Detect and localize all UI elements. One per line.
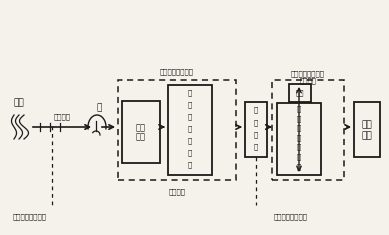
- Bar: [272, 80, 344, 180]
- Text: コ: コ: [297, 106, 301, 112]
- Text: 字: 字: [297, 144, 301, 150]
- Bar: [277, 103, 321, 175]
- Text: 音声: 音声: [136, 124, 146, 133]
- Text: 変: 変: [297, 153, 301, 160]
- Text: ド: ド: [188, 138, 192, 144]
- Text: 記憶: 記憶: [296, 90, 304, 96]
- Bar: [168, 85, 212, 175]
- Text: 速記者の脳内作業: 速記者の脳内作業: [160, 68, 194, 75]
- Text: 認識: 認識: [136, 133, 146, 141]
- Text: ド: ド: [297, 125, 301, 131]
- Text: 速記タイプライタ: 速記タイプライタ: [291, 70, 325, 77]
- Text: 換: 換: [188, 162, 192, 168]
- Text: 音声情報: 音声情報: [54, 114, 70, 120]
- Text: 業: 業: [188, 102, 192, 108]
- Text: 音: 音: [188, 90, 192, 96]
- Text: キ: キ: [254, 107, 258, 113]
- Text: 情報伝達速度　低: 情報伝達速度 低: [274, 214, 308, 220]
- Text: 情報伝達速度　高: 情報伝達速度 高: [13, 214, 47, 220]
- Text: 換: 換: [297, 163, 301, 169]
- Text: 情報圧縮: 情報圧縮: [168, 188, 186, 195]
- Text: 耳: 耳: [96, 103, 102, 112]
- Text: 変: 変: [188, 150, 192, 156]
- Text: ー: ー: [188, 126, 192, 132]
- Text: ー: ー: [297, 115, 301, 122]
- Text: 文字: 文字: [362, 120, 372, 129]
- Text: 話者: 話者: [14, 98, 25, 107]
- Bar: [118, 80, 236, 180]
- Bar: [122, 101, 160, 163]
- Text: 力: 力: [254, 144, 258, 150]
- Bar: [289, 84, 311, 102]
- Text: 入: 入: [254, 131, 258, 138]
- Text: 出力: 出力: [362, 131, 372, 140]
- Bar: [245, 102, 267, 157]
- Text: 文: 文: [297, 134, 301, 141]
- Text: ー: ー: [254, 119, 258, 125]
- Text: コ: コ: [188, 114, 192, 120]
- Text: システム: システム: [300, 77, 317, 84]
- Bar: [354, 102, 380, 157]
